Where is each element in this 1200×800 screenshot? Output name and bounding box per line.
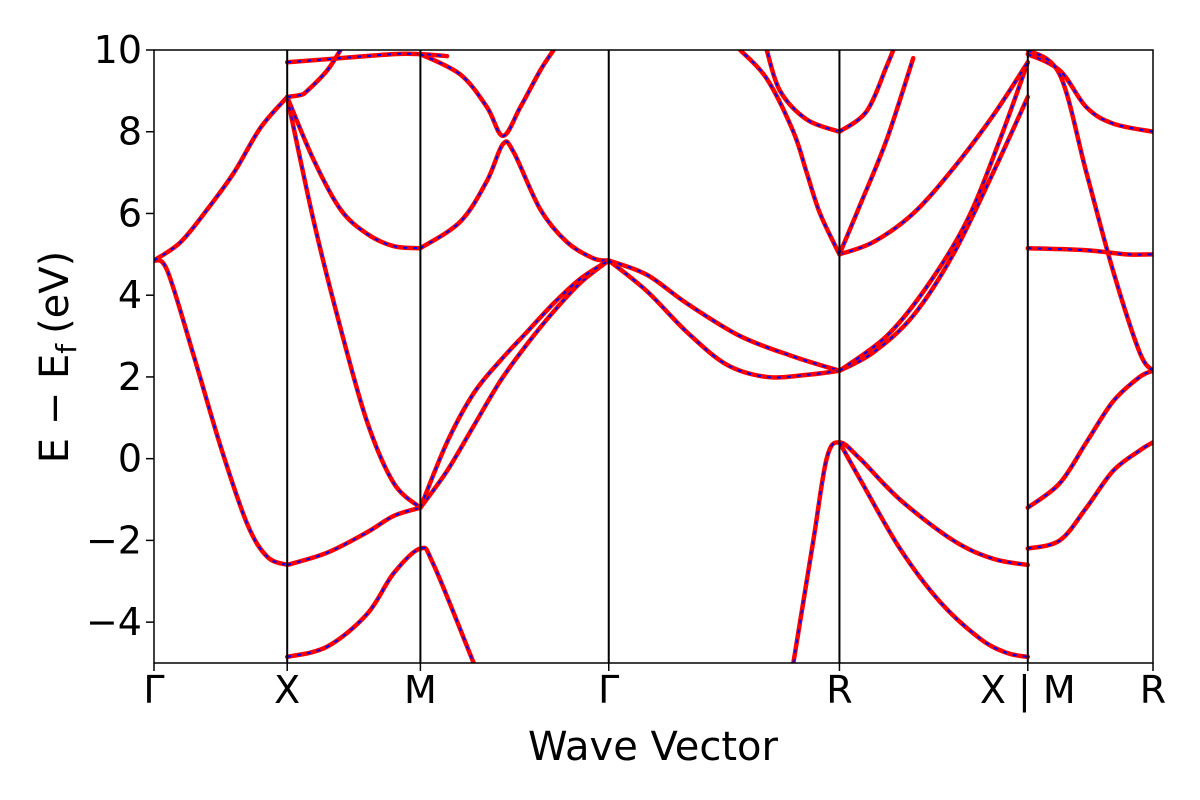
band-line-solid [606,258,842,374]
band-line-dashed [608,259,840,372]
band-line-solid [837,50,896,134]
band-line-solid [284,545,476,663]
band-line-dashed [838,441,1028,658]
y-tick-label: 6 [118,191,142,235]
y-tick-label: −4 [86,600,142,644]
x-tick-label: R [826,668,852,712]
band-line-dashed [1027,441,1153,550]
band-line-dashed [287,50,342,98]
band-line-solid [837,440,1031,660]
x-tick-label: X [274,668,300,712]
x-axis-title: Wave Vector [528,724,779,770]
band-line-solid [418,139,611,263]
band-line-solid [284,505,423,568]
x-tick-label: Γ [143,668,164,712]
band-line-dashed [419,50,555,137]
band-line-solid [791,440,1031,663]
band-line-dashed [1027,50,1153,372]
y-axis-title-subscript: f [50,343,83,354]
band-line-solid [1025,51,1153,134]
band-line-solid [154,257,290,568]
y-tick-label: −2 [86,518,142,562]
band-line-solid [837,94,1031,374]
band-line-solid [837,55,916,257]
band-line-solid [606,258,842,380]
band-line-dashed [739,50,841,255]
y-axis-title-main: E − E [32,354,78,464]
band-line-dashed [286,96,421,250]
y-tick-label: 2 [118,355,142,399]
y-axis-title-unit: (eV) [32,251,78,334]
band-line-solid [737,50,842,257]
band-line-dashed [1027,53,1153,133]
band-line-solid [284,94,423,251]
x-tick-label: R [1140,668,1166,712]
band-line-solid [1025,368,1153,510]
band-line-dashed [154,259,288,566]
band-line-dashed [419,259,610,509]
band-line-dashed [792,441,1028,663]
band-line-dashed [838,61,1029,372]
y-tick-label: 10 [94,28,142,72]
band-line-dashed [286,546,475,663]
band-line-dashed [839,61,1029,256]
band-line-dashed [419,259,610,509]
band-line-dashed [286,96,422,509]
y-axis-title: E − Ef (eV) [32,251,83,464]
band-line-solid [418,258,611,510]
x-tick-label: Γ [598,668,619,712]
band-line-dashed [286,506,421,566]
x-tick-label: M [404,668,437,712]
x-tick-label: X | M [980,668,1076,713]
plot-frame [153,49,1154,664]
y-tick-label: 0 [118,437,142,481]
band-line-solid [284,94,423,510]
bands-group [154,50,1153,663]
band-line-solid [154,94,290,263]
band-line-dashed [838,50,895,133]
y-tick-label: 4 [118,273,142,317]
band-line-dashed [287,52,448,64]
band-line-dashed [419,140,609,262]
plot-area [153,49,1154,664]
y-tick-label: 8 [118,110,142,154]
band-line-solid [1025,50,1153,374]
band-line-solid [764,50,842,134]
